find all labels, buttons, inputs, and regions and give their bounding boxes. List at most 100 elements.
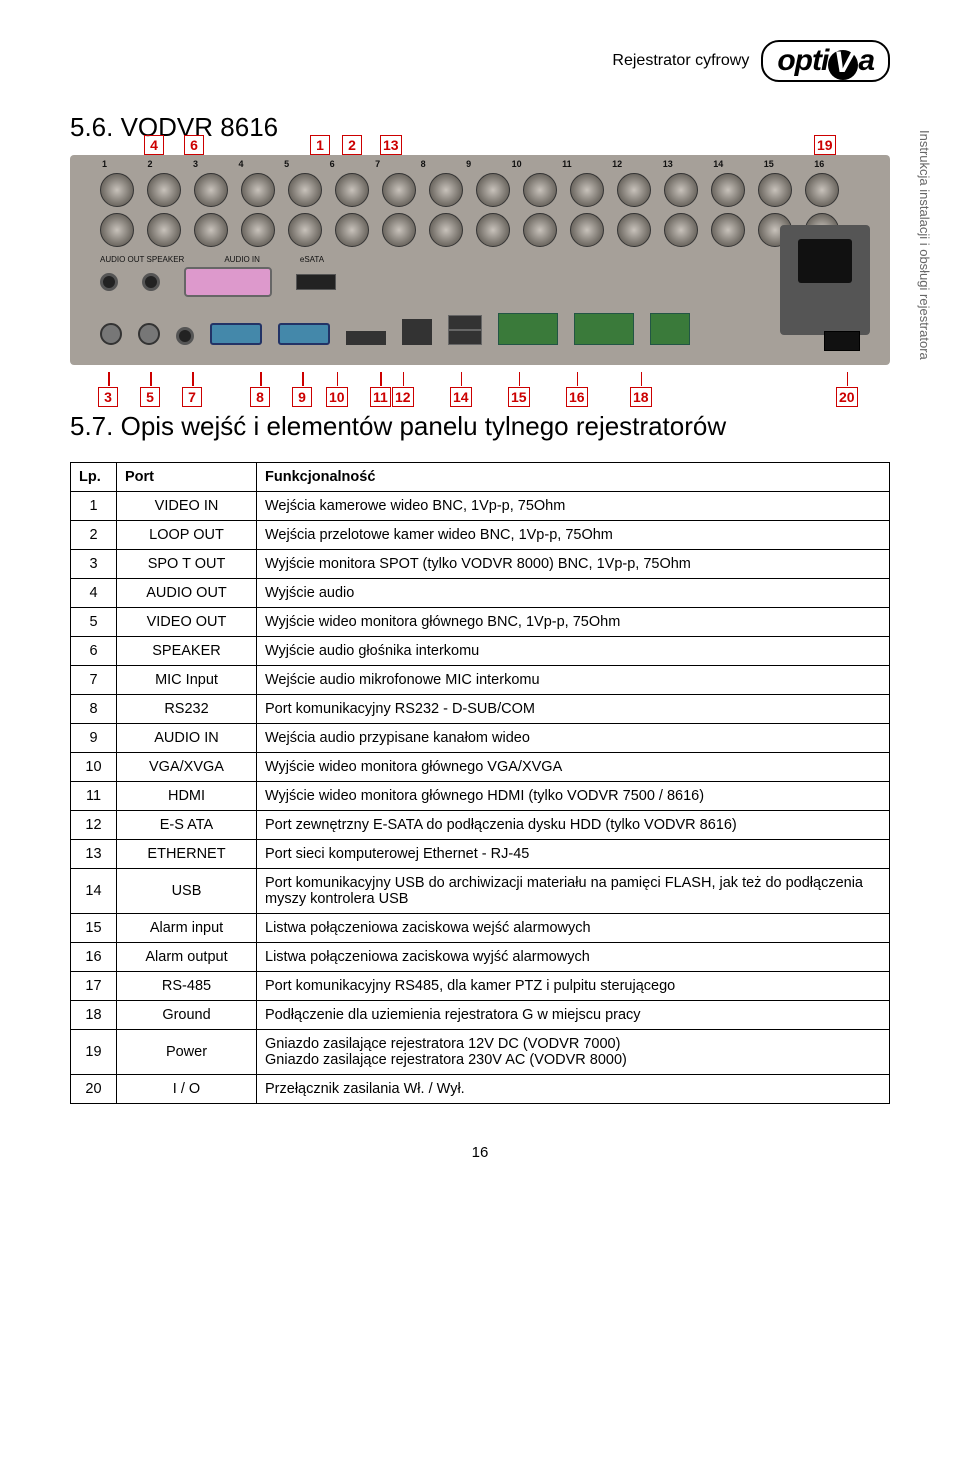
bnc-label-3: 3 — [193, 159, 198, 169]
bnc-label-6: 6 — [330, 159, 335, 169]
cell-port: VIDEO IN — [117, 492, 257, 521]
table-row: 14USBPort komunikacyjny USB do archiwiza… — [71, 869, 890, 914]
callout-18: 18 — [630, 387, 652, 407]
callout-10: 10 — [326, 387, 348, 407]
label-audio-out: AUDIO OUT SPEAKER — [100, 255, 184, 264]
bnc-video-in-8 — [429, 173, 463, 207]
table-row: 15Alarm inputListwa połączeniowa zacisko… — [71, 914, 890, 943]
cell-lp: 2 — [71, 521, 117, 550]
bnc-loop-out-10 — [523, 213, 557, 247]
label-audio-in: AUDIO IN — [224, 255, 260, 264]
audio-out-jack — [100, 273, 118, 291]
rs485-terminal — [650, 313, 690, 345]
table-row: 16Alarm outputListwa połączeniowa zacisk… — [71, 943, 890, 972]
table-row: 17RS-485Port komunikacyjny RS485, dla ka… — [71, 972, 890, 1001]
bnc-label-12: 12 — [612, 159, 622, 169]
bnc-label-1: 1 — [102, 159, 107, 169]
spot-out-bnc — [100, 323, 122, 345]
bnc-video-in-10 — [523, 173, 557, 207]
ports-table: Lp. Port Funkcjonalność 1VIDEO INWejścia… — [70, 462, 890, 1104]
th-port: Port — [117, 463, 257, 492]
bnc-label-16: 16 — [814, 159, 824, 169]
bnc-video-in-16 — [805, 173, 839, 207]
cell-func: Listwa połączeniowa zaciskowa wejść alar… — [257, 914, 890, 943]
bnc-loop-out-5 — [288, 213, 322, 247]
bnc-video-in-9 — [476, 173, 510, 207]
callout-12: 12 — [392, 387, 414, 407]
cell-func: Wyjście audio — [257, 579, 890, 608]
cell-port: SPEAKER — [117, 637, 257, 666]
cell-lp: 6 — [71, 637, 117, 666]
callout-16: 16 — [566, 387, 588, 407]
bnc-video-in-13 — [664, 173, 698, 207]
esata-port — [296, 274, 336, 290]
callout-13: 13 — [380, 135, 402, 155]
callout-2: 2 — [342, 135, 362, 155]
cell-func: Port zewnętrzny E-SATA do podłączenia dy… — [257, 811, 890, 840]
power-socket — [780, 225, 870, 335]
bnc-loop-out-2 — [147, 213, 181, 247]
cell-func: Wyjście audio głośnika interkomu — [257, 637, 890, 666]
callout-3: 3 — [98, 387, 118, 407]
cell-func: Wyjście monitora SPOT (tylko VODVR 8000)… — [257, 550, 890, 579]
cell-lp: 10 — [71, 753, 117, 782]
table-row: 1VIDEO INWejścia kamerowe wideo BNC, 1Vp… — [71, 492, 890, 521]
cell-func: Gniazdo zasilające rejestratora 12V DC (… — [257, 1030, 890, 1075]
callout-14: 14 — [450, 387, 472, 407]
side-manual-title: Instrukcja instalacji i obsługi rejestra… — [917, 130, 932, 360]
cell-port: HDMI — [117, 782, 257, 811]
bnc-loop-out-9 — [476, 213, 510, 247]
cell-func: Wejście audio mikrofonowe MIC interkomu — [257, 666, 890, 695]
table-row: 13ETHERNETPort sieci komputerowej Ethern… — [71, 840, 890, 869]
cell-port: Alarm output — [117, 943, 257, 972]
cell-port: I / O — [117, 1075, 257, 1104]
bnc-video-in-1 — [100, 173, 134, 207]
cell-port: VGA/XVGA — [117, 753, 257, 782]
callout-6: 6 — [184, 135, 204, 155]
header-label: Rejestrator cyfrowy — [612, 52, 749, 70]
table-row: 8RS232Port komunikacyjny RS232 - D-SUB/C… — [71, 695, 890, 724]
cell-port: LOOP OUT — [117, 521, 257, 550]
table-row: 3SPO T OUTWyjście monitora SPOT (tylko V… — [71, 550, 890, 579]
callout-15: 15 — [508, 387, 530, 407]
cell-port: USB — [117, 869, 257, 914]
audio-in-dsub — [184, 267, 272, 297]
alarm-out-terminal — [574, 313, 634, 345]
cell-lp: 17 — [71, 972, 117, 1001]
cell-lp: 19 — [71, 1030, 117, 1075]
bnc-loop-out-4 — [241, 213, 275, 247]
cell-func: Przełącznik zasilania Wł. / Wył. — [257, 1075, 890, 1104]
cell-lp: 16 — [71, 943, 117, 972]
vga-port — [278, 323, 330, 345]
bnc-label-15: 15 — [764, 159, 774, 169]
cell-func: Port sieci komputerowej Ethernet - RJ-45 — [257, 840, 890, 869]
cell-port: VIDEO OUT — [117, 608, 257, 637]
cell-func: Port komunikacyjny RS485, dla kamer PTZ … — [257, 972, 890, 1001]
bnc-loop-out-3 — [194, 213, 228, 247]
bnc-loop-out-8 — [429, 213, 463, 247]
bnc-label-5: 5 — [284, 159, 289, 169]
callout-1: 1 — [310, 135, 330, 155]
cell-lp: 7 — [71, 666, 117, 695]
logo-text-post: a — [858, 44, 874, 77]
cell-func: Port komunikacyjny RS232 - D-SUB/COM — [257, 695, 890, 724]
mic-jack — [176, 327, 194, 345]
cell-func: Wejścia kamerowe wideo BNC, 1Vp-p, 75Ohm — [257, 492, 890, 521]
bnc-label-8: 8 — [421, 159, 426, 169]
cell-port: E-S ATA — [117, 811, 257, 840]
bnc-video-in-14 — [711, 173, 745, 207]
cell-port: RS232 — [117, 695, 257, 724]
table-row: 6SPEAKERWyjście audio głośnika interkomu — [71, 637, 890, 666]
callout-9: 9 — [292, 387, 312, 407]
table-row: 20I / OPrzełącznik zasilania Wł. / Wył. — [71, 1075, 890, 1104]
table-row: 11HDMIWyjście wideo monitora głównego HD… — [71, 782, 890, 811]
callout-19: 19 — [814, 135, 836, 155]
rs232-port — [210, 323, 262, 345]
cell-port: MIC Input — [117, 666, 257, 695]
cell-port: Alarm input — [117, 914, 257, 943]
table-row: 10VGA/XVGAWyjście wideo monitora główneg… — [71, 753, 890, 782]
bnc-loop-out-13 — [664, 213, 698, 247]
cell-lp: 20 — [71, 1075, 117, 1104]
cell-lp: 1 — [71, 492, 117, 521]
table-row: 18GroundPodłączenie dla uziemienia rejes… — [71, 1001, 890, 1030]
